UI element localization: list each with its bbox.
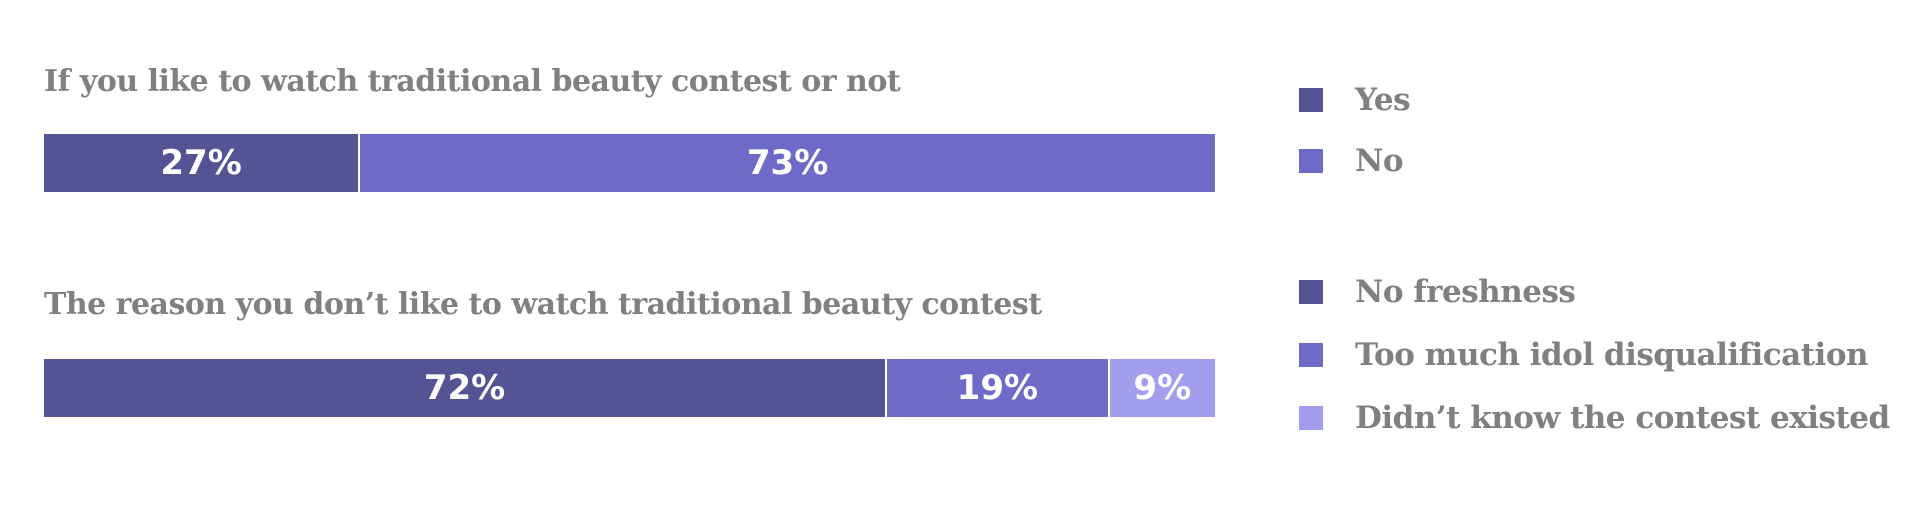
chart-title-like-contest: If you like to watch traditional beauty … (44, 64, 901, 99)
legend-item: Yes (1299, 80, 1411, 120)
legend-item: Didn’t know the contest existed (1299, 398, 1890, 438)
legend-like-contest: Yes No (1299, 80, 1411, 202)
legend-swatch (1299, 343, 1323, 367)
legend-item: No (1299, 141, 1410, 181)
stacked-bar-reason-dislike: 72% 19% 9% (44, 359, 1215, 417)
legend-label: Too much idol disqualification (1355, 337, 1869, 373)
legend-item: Too much idol disqualification (1299, 335, 1890, 375)
data-label: 9% (1133, 368, 1192, 408)
bar-segment-yes: 27% (44, 134, 361, 192)
chart-title-reason-dislike: The reason you don’t like to watch tradi… (44, 287, 1042, 322)
data-label: 27% (160, 143, 242, 183)
legend-item: No freshness (1299, 272, 1890, 312)
legend-label: No (1355, 143, 1404, 179)
data-label: 72% (423, 368, 506, 408)
legend-swatch (1299, 88, 1323, 112)
legend-swatch (1299, 280, 1323, 304)
legend-swatch (1299, 149, 1323, 173)
legend-label: No freshness (1355, 274, 1576, 310)
data-label: 73% (746, 143, 829, 183)
data-label: 19% (956, 368, 1039, 408)
legend-swatch (1299, 406, 1323, 430)
bar-segment-didn-t-know-the-contest-existed: 9% (1109, 359, 1215, 417)
stacked-bar-like-contest: 27% 73% (44, 134, 1215, 192)
bar-segment-no: 73% (360, 134, 1215, 192)
legend-label: Yes (1355, 82, 1411, 118)
legend-label: Didn’t know the contest existed (1355, 400, 1890, 436)
bar-segment-too-much-idol-disqualification: 19% (887, 359, 1110, 417)
bar-segment-no-freshness: 72% (44, 359, 888, 417)
legend-reason-dislike: No freshness Too much idol disqualificati… (1299, 272, 1890, 461)
